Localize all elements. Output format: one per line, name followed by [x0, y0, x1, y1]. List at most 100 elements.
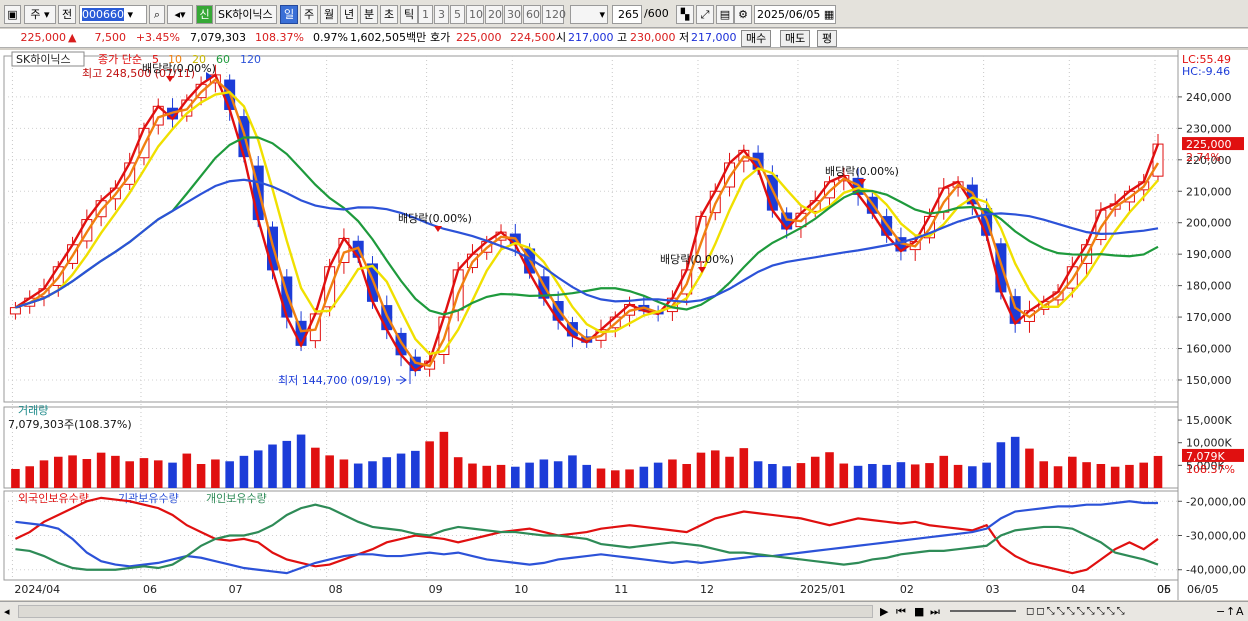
holding-tick-label: -30,000,00 — [1186, 530, 1246, 543]
volume-bar — [325, 455, 334, 488]
scroll-left-icon[interactable]: ◂ — [4, 605, 10, 618]
code-input[interactable]: 000660 ▾ — [79, 5, 147, 24]
interval-button-4[interactable]: 20 — [485, 5, 503, 24]
period-button-0[interactable]: 일 — [280, 5, 298, 24]
price-tick-label: 160,000 — [1186, 343, 1232, 356]
search-icon[interactable]: ⌕ — [149, 5, 165, 24]
interval-button-0[interactable]: 1 — [418, 5, 433, 24]
interval-button-7[interactable]: 120 — [542, 5, 566, 24]
stock-label-box — [11, 51, 85, 67]
period-button-1[interactable]: 주 — [300, 5, 318, 24]
volume-bar — [225, 461, 234, 488]
volume-bar — [111, 455, 120, 488]
high-label: 고 — [617, 31, 628, 44]
chart-settings-icon[interactable]: ▚ — [676, 5, 694, 24]
volume-bar — [125, 461, 134, 488]
interval-button-3[interactable]: 10 — [466, 5, 484, 24]
speaker-icon[interactable]: ◂▾ — [167, 5, 193, 24]
volume-bar — [353, 463, 363, 488]
current-volume: 7,079K — [1186, 450, 1225, 463]
count-input[interactable]: 265 — [612, 5, 642, 24]
volume-bar — [796, 463, 806, 488]
volume-bar — [311, 447, 320, 488]
scroll-track[interactable] — [18, 605, 873, 618]
volume-bar — [582, 464, 591, 488]
volume-bar — [539, 459, 549, 488]
volume-bar — [1110, 466, 1120, 488]
market-select[interactable]: 주 ▾ — [24, 5, 56, 24]
window-menu-icon[interactable]: ▣ — [4, 5, 21, 24]
dividend-arrow-icon — [858, 179, 866, 185]
holding-tick-label: -40,000,00 — [1186, 564, 1246, 577]
volume-bar — [153, 460, 163, 488]
interval-button-5[interactable]: 30 — [504, 5, 522, 24]
inst-label: 기관보유수량 — [118, 492, 179, 505]
volume-bar — [739, 448, 749, 488]
volume-bar — [996, 442, 1006, 488]
interval-button-1[interactable]: 3 — [434, 5, 449, 24]
ma-period-10: 10 — [168, 53, 182, 66]
indiv-label: 개인보유수량 — [206, 492, 267, 505]
volume-bar — [925, 463, 934, 488]
chart-area[interactable]: 2024/04 06 07 08 09 10 11 12 2025/01 02 03 04 05 06 06… — [0, 50, 1248, 600]
volume-bar — [1025, 448, 1034, 488]
ma-line-120 — [15, 178, 1159, 309]
candle-body — [1152, 143, 1164, 177]
volume-bar — [968, 466, 977, 488]
volume-bar — [839, 463, 849, 488]
volume-bar — [368, 461, 377, 488]
volume-bar — [810, 456, 820, 488]
ma-line-60 — [15, 136, 1159, 316]
scrollbar[interactable]: ◂ ▶ ⏮ ■ ⏭ ◻◻⤡⤡⤡⤡⤡⤡⤡⤡ − ↑ A — [0, 601, 1248, 621]
volume-bar — [768, 463, 777, 488]
tool-icons[interactable]: ◻◻⤡⤡⤡⤡⤡⤡⤡⤡ — [1026, 606, 1127, 617]
sell-button[interactable]: 매도 — [780, 30, 811, 47]
next-page-icon[interactable]: ⏭ — [930, 605, 940, 618]
holding-line-indiv — [15, 503, 1159, 571]
ma-line-5 — [14, 73, 1160, 373]
volume-bar — [53, 456, 63, 488]
volume-bar — [896, 462, 906, 488]
period-button-5[interactable]: 초 — [380, 5, 398, 24]
prev-button[interactable]: 전 — [58, 5, 76, 24]
volume-bar — [296, 434, 306, 488]
credit-badge[interactable]: 신 — [196, 5, 213, 24]
period-button-4[interactable]: 분 — [360, 5, 378, 24]
ma-period-60: 60 — [216, 53, 230, 66]
gear-icon[interactable]: ⚙ — [734, 5, 752, 24]
interval-button-6[interactable]: 60 — [523, 5, 541, 24]
current-volume-pct: 108.37% — [1186, 463, 1235, 476]
zoom-out-icon[interactable]: − — [1216, 605, 1226, 618]
play-icon[interactable]: ▶ — [880, 605, 889, 618]
volume-bar — [196, 463, 206, 488]
price-tick-label: 190,000 — [1186, 248, 1232, 261]
volume-bar — [139, 458, 149, 488]
volume-bar — [396, 453, 406, 488]
zoom-in-icon[interactable]: A — [1236, 605, 1244, 618]
zoom-arrow-icon[interactable]: ↑ — [1226, 605, 1236, 618]
dividend-label: 배당락(0.00%) — [825, 165, 899, 178]
stop-icon[interactable]: ■ — [914, 605, 925, 618]
stock-name[interactable]: SK하이닉스 — [215, 5, 277, 24]
count-dropdown-icon[interactable]: ▾ — [570, 5, 608, 24]
date-input[interactable]: 2025/06/05 ▦ — [754, 5, 836, 24]
volume-bar — [625, 469, 634, 488]
period-button-6[interactable]: 틱 — [400, 5, 418, 24]
period-button-2[interactable]: 월 — [320, 5, 338, 24]
x-end-label: 06/05 — [1187, 583, 1219, 596]
prev-page-icon[interactable]: ⏮ — [896, 605, 906, 618]
trend-tool-icon[interactable]: ⤢ — [696, 5, 714, 24]
zoom-slider[interactable] — [950, 610, 1016, 612]
volume-bar — [482, 465, 492, 488]
ma-period-5: 5 — [152, 53, 159, 66]
interval-button-2[interactable]: 5 — [450, 5, 465, 24]
x-tick-label: 07 — [229, 583, 243, 596]
eval-button[interactable]: 평 — [817, 30, 838, 47]
period-button-3[interactable]: 년 — [340, 5, 358, 24]
code-value: 000660 — [82, 8, 124, 21]
buy-button[interactable]: 매수 — [741, 30, 772, 47]
lc-label: LC:55.49 — [1182, 53, 1231, 66]
quote-bar: 225,000 ▲ 7,500 +3.45% 7,079,303 108.37%… — [0, 29, 1248, 48]
save-icon[interactable]: ▤ — [716, 5, 734, 24]
